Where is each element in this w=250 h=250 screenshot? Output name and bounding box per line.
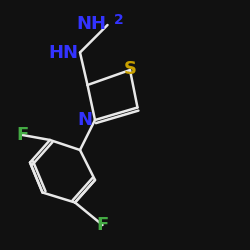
Text: 2: 2: [114, 13, 124, 27]
Text: N: N: [78, 111, 92, 129]
Text: HN: HN: [49, 44, 79, 62]
Text: NH: NH: [76, 15, 106, 33]
Text: F: F: [16, 126, 28, 144]
Text: F: F: [96, 216, 108, 234]
Text: S: S: [124, 60, 136, 78]
